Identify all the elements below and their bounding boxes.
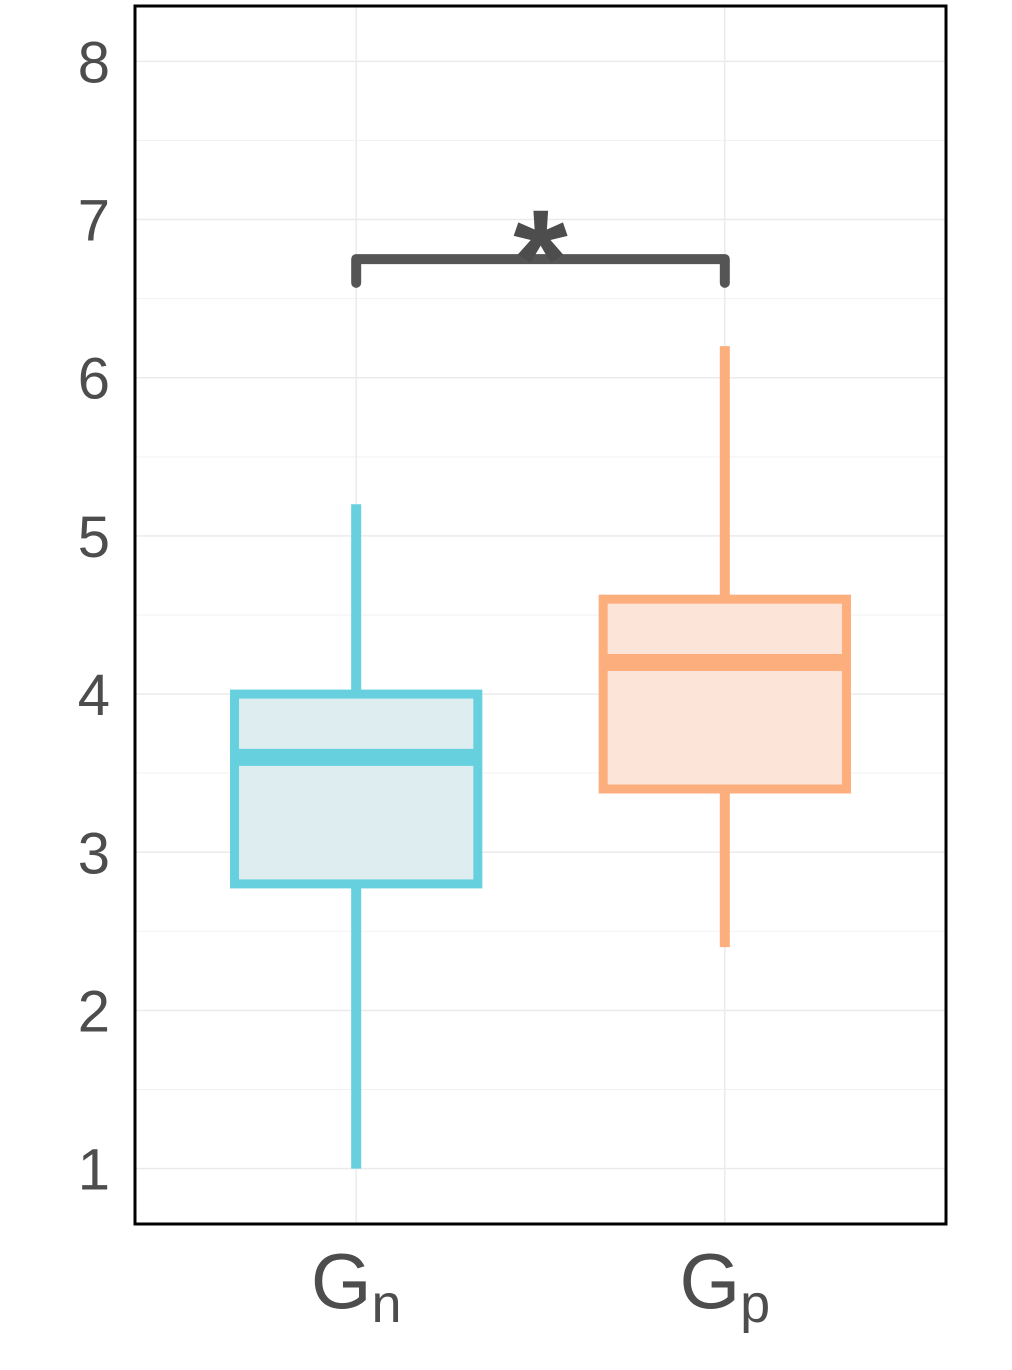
x-category-label: Gp bbox=[679, 1237, 770, 1334]
x-category-label: Gn bbox=[311, 1237, 402, 1334]
y-tick-label: 7 bbox=[78, 189, 110, 254]
y-tick-label: 3 bbox=[78, 821, 110, 886]
box-Gp bbox=[598, 346, 851, 948]
y-tick-label: 5 bbox=[78, 505, 110, 570]
y-tick-label: 2 bbox=[78, 979, 110, 1044]
y-tick-label: 1 bbox=[78, 1138, 110, 1203]
box-plots bbox=[230, 346, 851, 1169]
category-main: G bbox=[679, 1237, 740, 1325]
significance-label: * bbox=[513, 180, 568, 337]
category-subscript: p bbox=[740, 1274, 770, 1334]
plot-frame bbox=[133, 4, 948, 1226]
y-tick-label: 8 bbox=[78, 30, 110, 95]
box-iqr bbox=[598, 594, 851, 794]
bracket-line bbox=[351, 254, 730, 288]
category-subscript: n bbox=[371, 1274, 401, 1334]
y-tick-label: 6 bbox=[78, 347, 110, 412]
y-axis-tick-labels: 1 2 3 4 5 6 7 8 bbox=[78, 30, 110, 1202]
box-Gn bbox=[230, 504, 483, 1169]
box-iqr bbox=[230, 689, 483, 889]
category-main: G bbox=[311, 1237, 372, 1325]
significance-bracket: * bbox=[351, 180, 730, 337]
y-tick-label: 4 bbox=[78, 663, 110, 728]
x-axis-category-labels: Gn Gp bbox=[311, 1237, 770, 1334]
